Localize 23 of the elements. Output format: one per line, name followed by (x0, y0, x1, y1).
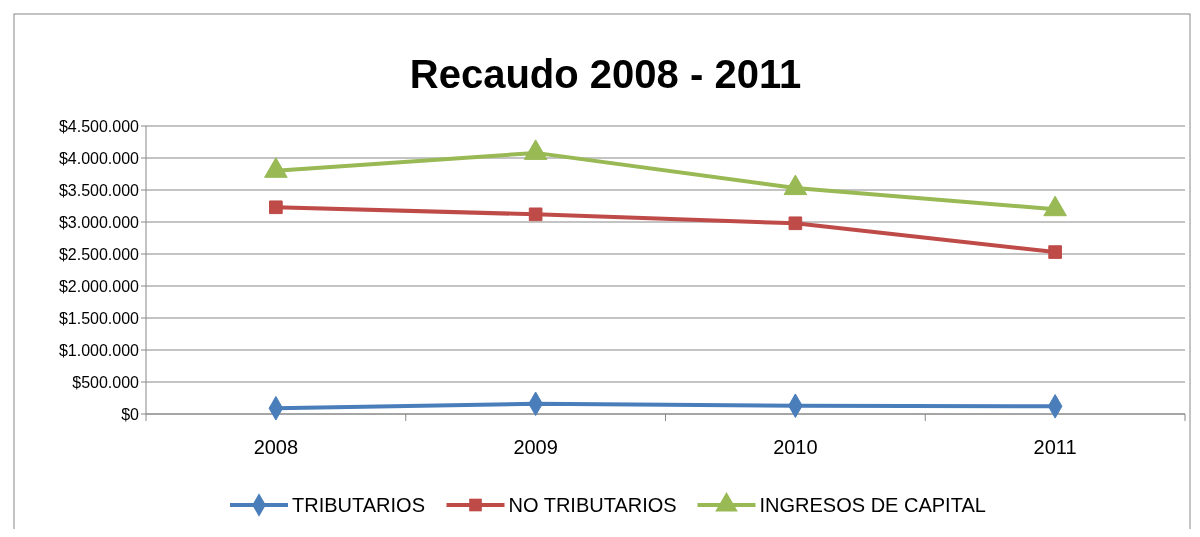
point (1048, 245, 1062, 259)
y-tick-label: $2.500.000 (58, 245, 140, 263)
y-tick-label: $1.000.000 (58, 341, 140, 359)
x-tick-label: 2011 (1033, 436, 1077, 458)
y-tick-label: $2.000.000 (58, 277, 140, 295)
x-tick-label: 2010 (773, 436, 818, 458)
y-tick-label: $4.000.000 (58, 149, 140, 167)
point (783, 174, 808, 196)
legend-label: NO TRIBUTARIOS (508, 494, 677, 516)
chart-title: Recaudo 2008 - 2011 (409, 52, 802, 96)
legend-label: TRIBUTARIOS (292, 494, 425, 516)
y-tick-label: $3.500.000 (58, 181, 140, 199)
y-tick-label: $4.500.000 (58, 117, 140, 135)
x-tick-label: 2008 (253, 436, 299, 458)
point (523, 139, 548, 160)
y-tick-label: $500.000 (72, 373, 140, 391)
y-tick-label: $3.000.000 (58, 213, 140, 231)
point (264, 157, 288, 178)
y-tick-label: $0 (121, 405, 140, 423)
point (1043, 195, 1067, 217)
legend-label: INGRESOS DE CAPITAL (759, 494, 986, 516)
x-tick-label: 2009 (513, 436, 558, 458)
y-tick-label: $1.500.000 (58, 309, 140, 327)
